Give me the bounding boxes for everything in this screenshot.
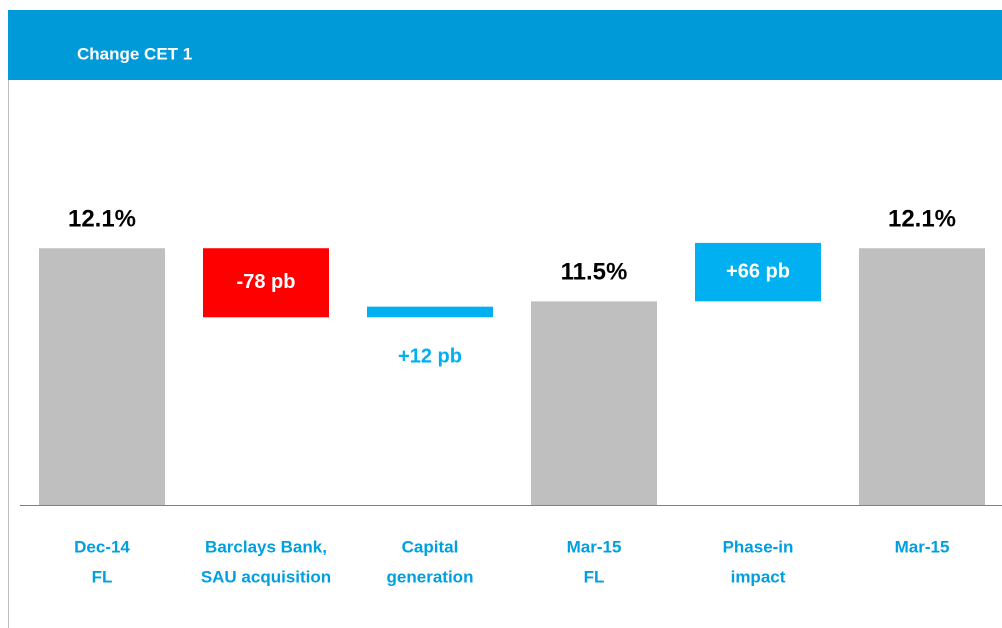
- bar: [203, 248, 329, 318]
- value-label: -78 pb: [237, 271, 296, 293]
- x-tick-label: generation: [387, 567, 474, 586]
- x-tick-label: Phase-in: [723, 537, 794, 556]
- x-tick-label: Mar-15: [895, 537, 950, 556]
- value-label: 11.5%: [561, 259, 628, 286]
- value-label: +12 pb: [398, 346, 462, 368]
- bar: [531, 301, 657, 505]
- bar: [695, 242, 821, 302]
- x-tick-label: impact: [731, 567, 786, 586]
- x-tick-label: Capital: [402, 537, 459, 556]
- x-tick-label: FL: [92, 567, 113, 586]
- x-tick-label: Barclays Bank,: [205, 537, 327, 556]
- value-label: 12.1%: [68, 206, 136, 233]
- bar: [367, 306, 493, 318]
- x-tick-label: Mar-15: [567, 537, 622, 556]
- value-label: 12.1%: [888, 206, 956, 233]
- x-tick-label: Dec-14: [74, 537, 130, 556]
- x-tick-label: SAU acquisition: [201, 567, 331, 586]
- header-band: [8, 10, 1002, 80]
- chart-title: Change CET 1: [77, 44, 192, 63]
- x-tick-label: FL: [584, 567, 605, 586]
- bar: [39, 248, 165, 505]
- value-label: +66 pb: [726, 260, 790, 282]
- bar: [859, 248, 985, 505]
